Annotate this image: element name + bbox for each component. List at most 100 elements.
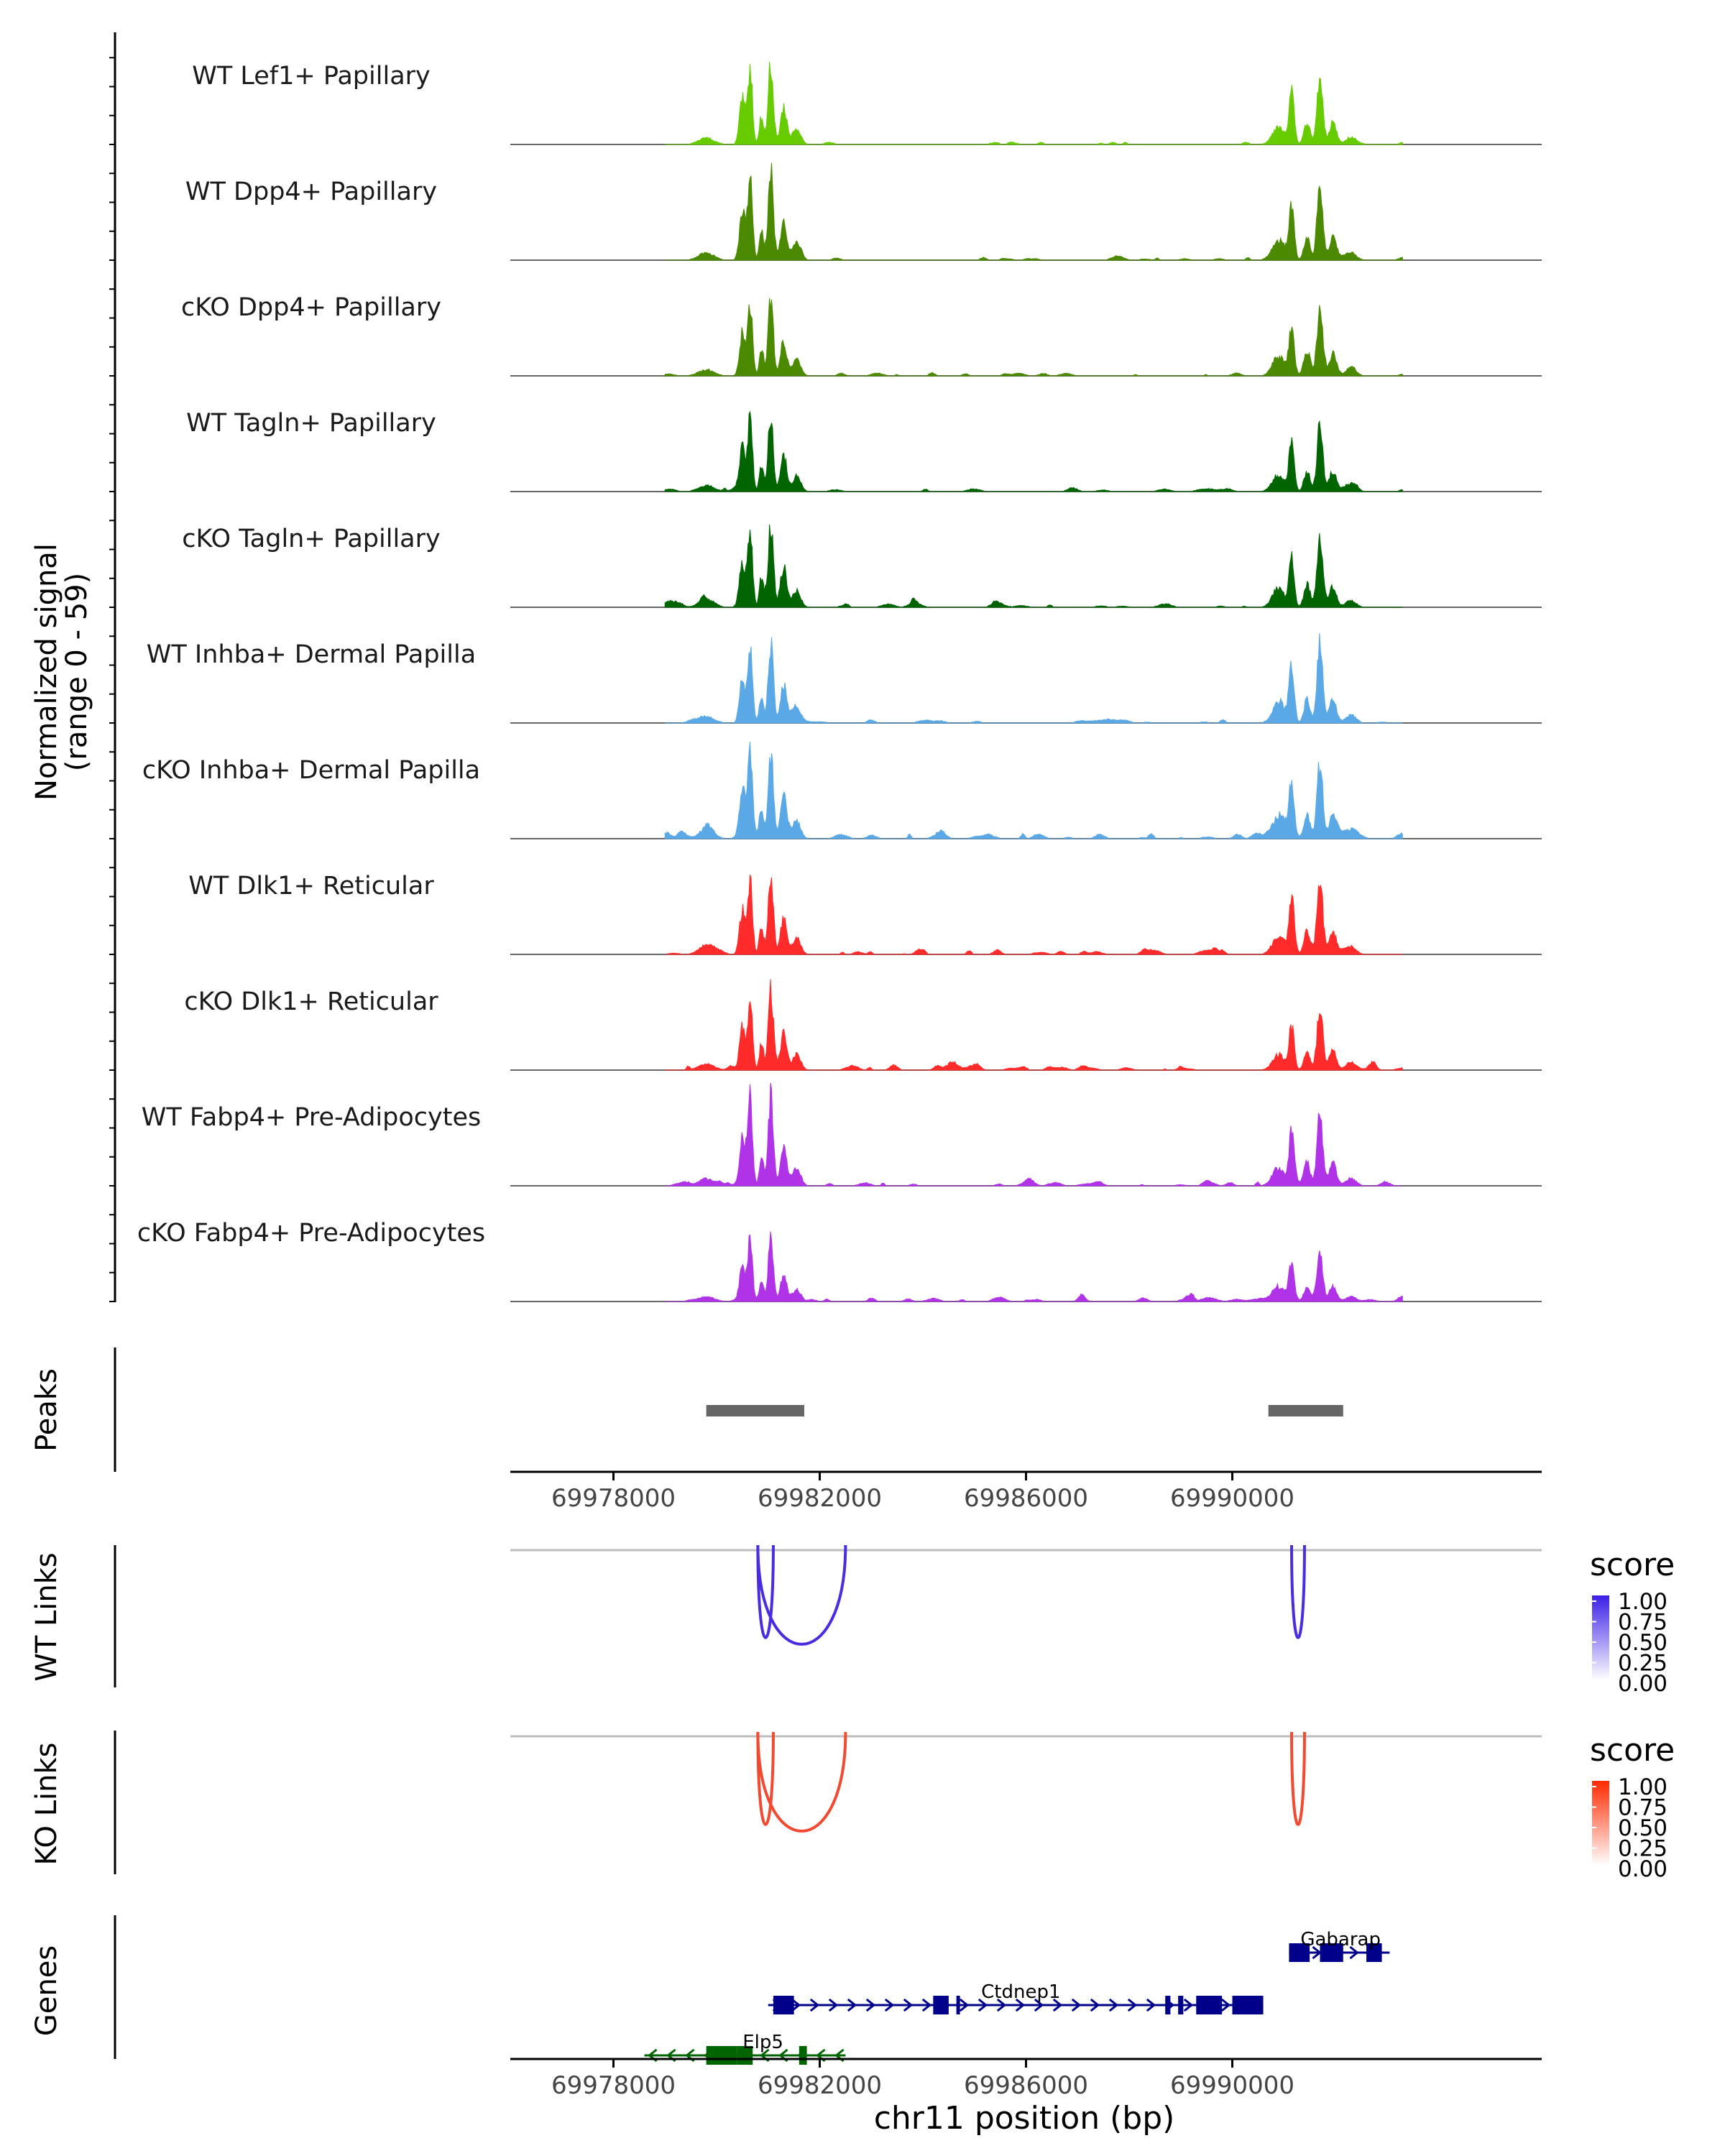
- gene-model: Gabarap: [1289, 1929, 1390, 1962]
- strand-arrow: [1090, 1998, 1100, 2012]
- strand-arrow: [791, 1998, 801, 2012]
- track-label: cKO Dlk1+ Reticular: [184, 987, 438, 1016]
- gene-models: Gabarap Ctdnep1 Elp5: [644, 1929, 1390, 2065]
- coverage-track: WT Fabp4+ Pre-Adipocytes: [142, 1082, 1542, 1187]
- legend-tick-label: 0.25: [1618, 1836, 1668, 1862]
- gene-name-label: Elp5: [742, 2032, 783, 2053]
- strand-arrow: [828, 1998, 839, 2012]
- strand-arrow: [1183, 1998, 1194, 2012]
- gene-name-label: Gabarap: [1300, 1929, 1381, 1950]
- coverage-track: WT Dpp4+ Papillary: [185, 162, 1542, 261]
- track-label: cKO Fabp4+ Pre-Adipocytes: [137, 1219, 485, 1248]
- strand-arrow: [865, 1998, 876, 2012]
- x-axis-top-tick-label: 69978000: [551, 1484, 676, 1513]
- peaks-label: Peaks: [30, 1368, 63, 1452]
- coverage-ylabel-line2: (range 0 - 59): [60, 573, 93, 771]
- peak-regions: [706, 1405, 1343, 1416]
- gene-exon: [1320, 1943, 1343, 1962]
- gene-name-label: Ctdnep1: [981, 1981, 1060, 2003]
- coverage-signal-area: [664, 298, 1403, 377]
- coverage-signal-area: [664, 741, 1403, 839]
- peaks-panel: Peaks: [30, 1348, 1343, 1472]
- peak-region-bar: [706, 1405, 804, 1416]
- gene-exon: [773, 1996, 794, 2014]
- x-axis-top-tick-label: 69982000: [758, 1484, 882, 1513]
- track-label: WT Inhba+ Dermal Papilla: [147, 640, 476, 669]
- coverage-ylabel-line1: Normalized signal: [30, 543, 63, 801]
- link-arc: [756, 1731, 775, 1826]
- ko-legend-title: score: [1590, 1732, 1675, 1769]
- x-axis-bottom-tick-label: 69978000: [551, 2071, 676, 2100]
- coverage-signal-area: [664, 410, 1403, 492]
- wt-legend-colorbar: [1592, 1595, 1609, 1680]
- link-arc: [756, 1731, 847, 1833]
- gene-exon: [1178, 1996, 1184, 2014]
- coverage-track: WT Inhba+ Dermal Papilla: [147, 633, 1542, 724]
- x-axis-bottom-tick-label: 69990000: [1170, 2071, 1294, 2100]
- ko-links-label: KO Links: [30, 1743, 63, 1866]
- strand-arrow: [1349, 1945, 1359, 1960]
- legend-tick-label: 1.00: [1618, 1589, 1668, 1615]
- strand-arrow: [1146, 1998, 1156, 2012]
- genes-panel: Genes Gabarap Ctdnep1 Elp5: [30, 1915, 1390, 2065]
- wt-legend-ticks: 1.000.750.500.250.00: [1592, 1589, 1668, 1697]
- coverage-signal-area: [664, 524, 1403, 608]
- coverage-signal-area: [665, 1231, 1403, 1302]
- strand-arrow: [1052, 1998, 1063, 2012]
- track-label: cKO Dpp4+ Papillary: [181, 293, 441, 322]
- track-label: cKO Tagln+ Papillary: [182, 525, 441, 553]
- coverage-signal-area: [665, 979, 1403, 1071]
- legend-tick-label: 0.25: [1618, 1651, 1668, 1677]
- track-label: WT Fabp4+ Pre-Adipocytes: [142, 1103, 481, 1132]
- legend-tick-label: 0.00: [1618, 1856, 1668, 1882]
- strand-arrow: [1108, 1998, 1119, 2012]
- link-arc: [1290, 1544, 1306, 1639]
- wt-score-legend: score 1.000.750.500.250.00: [1590, 1547, 1675, 1697]
- strand-arrow: [996, 1998, 1007, 2012]
- peak-region-bar: [1268, 1405, 1343, 1416]
- strand-arrow: [1015, 1998, 1026, 2012]
- gene-exon: [933, 1996, 949, 2014]
- strand-arrow: [847, 1998, 857, 2012]
- legend-tick-label: 0.00: [1618, 1671, 1668, 1697]
- track-label: WT Dlk1+ Reticular: [188, 872, 434, 900]
- coverage-track: WT Lef1+ Papillary: [192, 61, 1542, 145]
- legend-tick-label: 0.75: [1618, 1610, 1668, 1636]
- link-arc: [756, 1544, 775, 1639]
- gene-exon: [1165, 1996, 1171, 2014]
- strand-arrow: [1034, 1998, 1044, 2012]
- genes-label: Genes: [30, 1945, 63, 2036]
- gene-exon: [1232, 1996, 1264, 2014]
- legend-tick-label: 0.50: [1618, 1630, 1668, 1656]
- wt-links-panel: WT Links: [30, 1544, 1542, 1687]
- track-label: cKO Inhba+ Dermal Papilla: [142, 756, 480, 785]
- gene-exon: [1366, 1943, 1382, 1962]
- ko-legend-colorbar: [1592, 1781, 1609, 1866]
- strand-arrow: [959, 1998, 970, 2012]
- coverage-track: cKO Inhba+ Dermal Papilla: [142, 741, 1542, 839]
- legend-tick-label: 0.75: [1618, 1795, 1668, 1821]
- track-label: WT Dpp4+ Papillary: [185, 178, 437, 206]
- x-axis-bottom-tick-label: 69986000: [964, 2071, 1088, 2100]
- strand-arrow: [978, 1998, 988, 2012]
- link-arc: [756, 1544, 847, 1646]
- coverage-tracks: WT Lef1+ Papillary WT Dpp4+ Papillary cKO …: [137, 61, 1542, 1302]
- coverage-axis: [109, 32, 116, 1302]
- track-label: WT Tagln+ Papillary: [186, 409, 436, 438]
- gene-exon: [1196, 1996, 1223, 2014]
- strand-arrow: [1127, 1998, 1138, 2012]
- coverage-track: WT Dlk1+ Reticular: [188, 872, 1542, 955]
- x-axis-title: chr11 position (bp): [874, 2100, 1175, 2137]
- wt-links-label: WT Links: [30, 1552, 63, 1681]
- gene-exon: [799, 2046, 807, 2065]
- coverage-signal-area: [665, 162, 1403, 261]
- track-label: WT Lef1+ Papillary: [192, 62, 431, 91]
- strand-arrow: [809, 1998, 820, 2012]
- legend-tick-label: 0.50: [1618, 1815, 1668, 1841]
- coverage-track: cKO Dlk1+ Reticular: [184, 979, 1542, 1071]
- x-axis-top-tick-label: 69986000: [964, 1484, 1088, 1513]
- strand-arrow: [884, 1998, 895, 2012]
- gene-exon: [706, 2046, 737, 2065]
- link-arc: [1290, 1731, 1306, 1826]
